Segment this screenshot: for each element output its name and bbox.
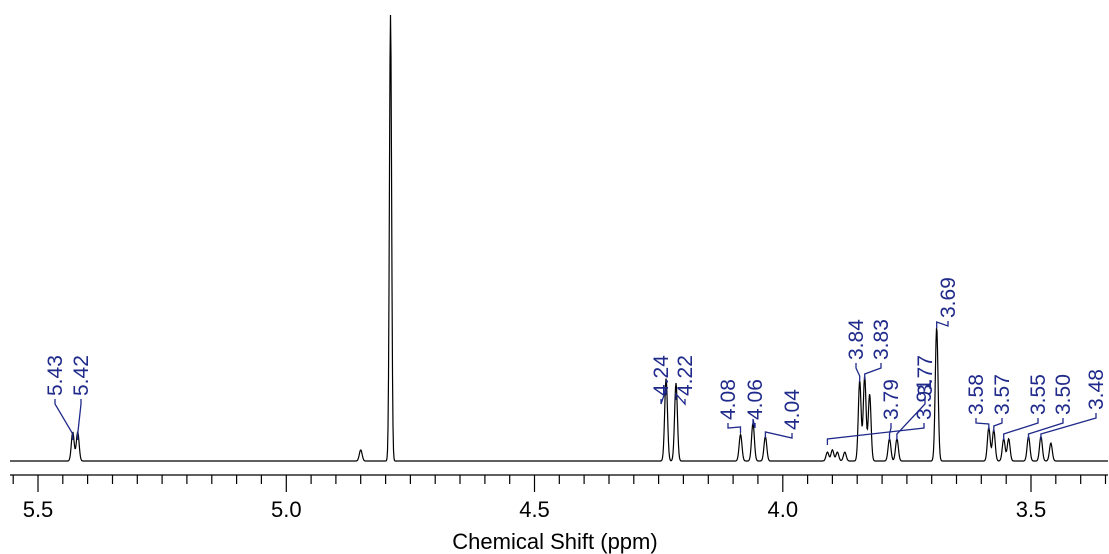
peak-leader-line — [855, 363, 861, 382]
peak-leader-line — [1027, 418, 1064, 440]
peak-label-group: 3.55 — [1003, 374, 1050, 440]
peak-label: 3.48 — [1085, 369, 1108, 410]
peak-label-group: 3.84 — [845, 319, 868, 382]
peak-label-group: 3.77 — [896, 355, 937, 440]
peak-label-group: 3.83 — [864, 319, 893, 380]
spectrum-trace — [10, 14, 1108, 462]
peak-label: 3.58 — [965, 374, 988, 415]
x-axis-title: Chemical Shift (ppm) — [452, 529, 657, 554]
peak-leader-line — [77, 399, 82, 440]
tick-label: 4.0 — [768, 497, 799, 522]
peak-leader-line — [936, 321, 949, 328]
peak-label-group: 4.04 — [764, 389, 804, 439]
peak-leader-line — [727, 423, 742, 433]
peak-leader-line — [752, 418, 756, 429]
peak-label-group: 3.48 — [1040, 369, 1108, 440]
peak-label: 3.55 — [1027, 374, 1050, 415]
tick-label: 5.0 — [271, 497, 302, 522]
peak-label-group: 4.22 — [674, 355, 697, 406]
peak-label: 3.50 — [1052, 374, 1075, 415]
peak-label: 4.22 — [674, 355, 697, 396]
x-axis: 5.5 5.0 4.5 4.0 3.5 — [10, 474, 1108, 522]
peak-leader-line — [826, 423, 925, 445]
peak-label-group: 5.42 — [70, 355, 93, 440]
peak-label: 5.42 — [70, 355, 93, 396]
peak-label-group: 3.57 — [991, 374, 1014, 432]
peak-leader-line — [675, 392, 686, 406]
peak-label: 3.77 — [914, 355, 937, 396]
peak-leader-line — [764, 431, 793, 439]
peak-label-group: 3.58 — [965, 374, 990, 430]
peak-label-group: 4.24 — [650, 355, 673, 405]
peak-leader-line — [864, 363, 882, 380]
peak-leader-line — [1040, 413, 1097, 440]
peak-label-group: 3.50 — [1027, 374, 1075, 440]
peak-label: 4.24 — [650, 355, 673, 396]
peak-label: 3.83 — [870, 319, 893, 360]
peak-label-group: 4.06 — [744, 379, 767, 429]
peak-leader-line — [660, 388, 667, 405]
peak-leader-line — [1003, 418, 1039, 440]
peak-leader-line — [54, 399, 74, 440]
peak-label: 4.04 — [781, 389, 804, 430]
peak-leader-line — [888, 423, 892, 440]
peak-label: 3.57 — [991, 374, 1014, 415]
tick-label: 3.5 — [1016, 497, 1047, 522]
peak-leader-line — [975, 418, 990, 430]
spectrum-layer — [10, 14, 1108, 462]
peak-label-group: 5.43 — [44, 355, 74, 440]
peak-label-group: 3.79 — [880, 379, 903, 440]
peak-label: 3.79 — [880, 379, 903, 420]
peak-label: 4.08 — [717, 379, 740, 420]
peak-label: 5.43 — [44, 355, 67, 396]
peak-leader-line — [896, 399, 926, 440]
peak-label-group: 4.08 — [717, 379, 742, 433]
peak-label: 4.06 — [744, 379, 767, 420]
tick-label: 5.5 — [23, 497, 54, 522]
tick-label: 4.5 — [519, 497, 550, 522]
peak-label: 3.84 — [845, 319, 868, 360]
peak-label-group: 3.69 — [936, 277, 960, 328]
peak-label: 3.69 — [937, 277, 960, 318]
peak-label-layer: 5.43 5.42 4.24 4.224.08 4.06 4.04 3.913.84 3.83… — [44, 277, 1108, 445]
peak-leader-line — [993, 418, 1003, 432]
